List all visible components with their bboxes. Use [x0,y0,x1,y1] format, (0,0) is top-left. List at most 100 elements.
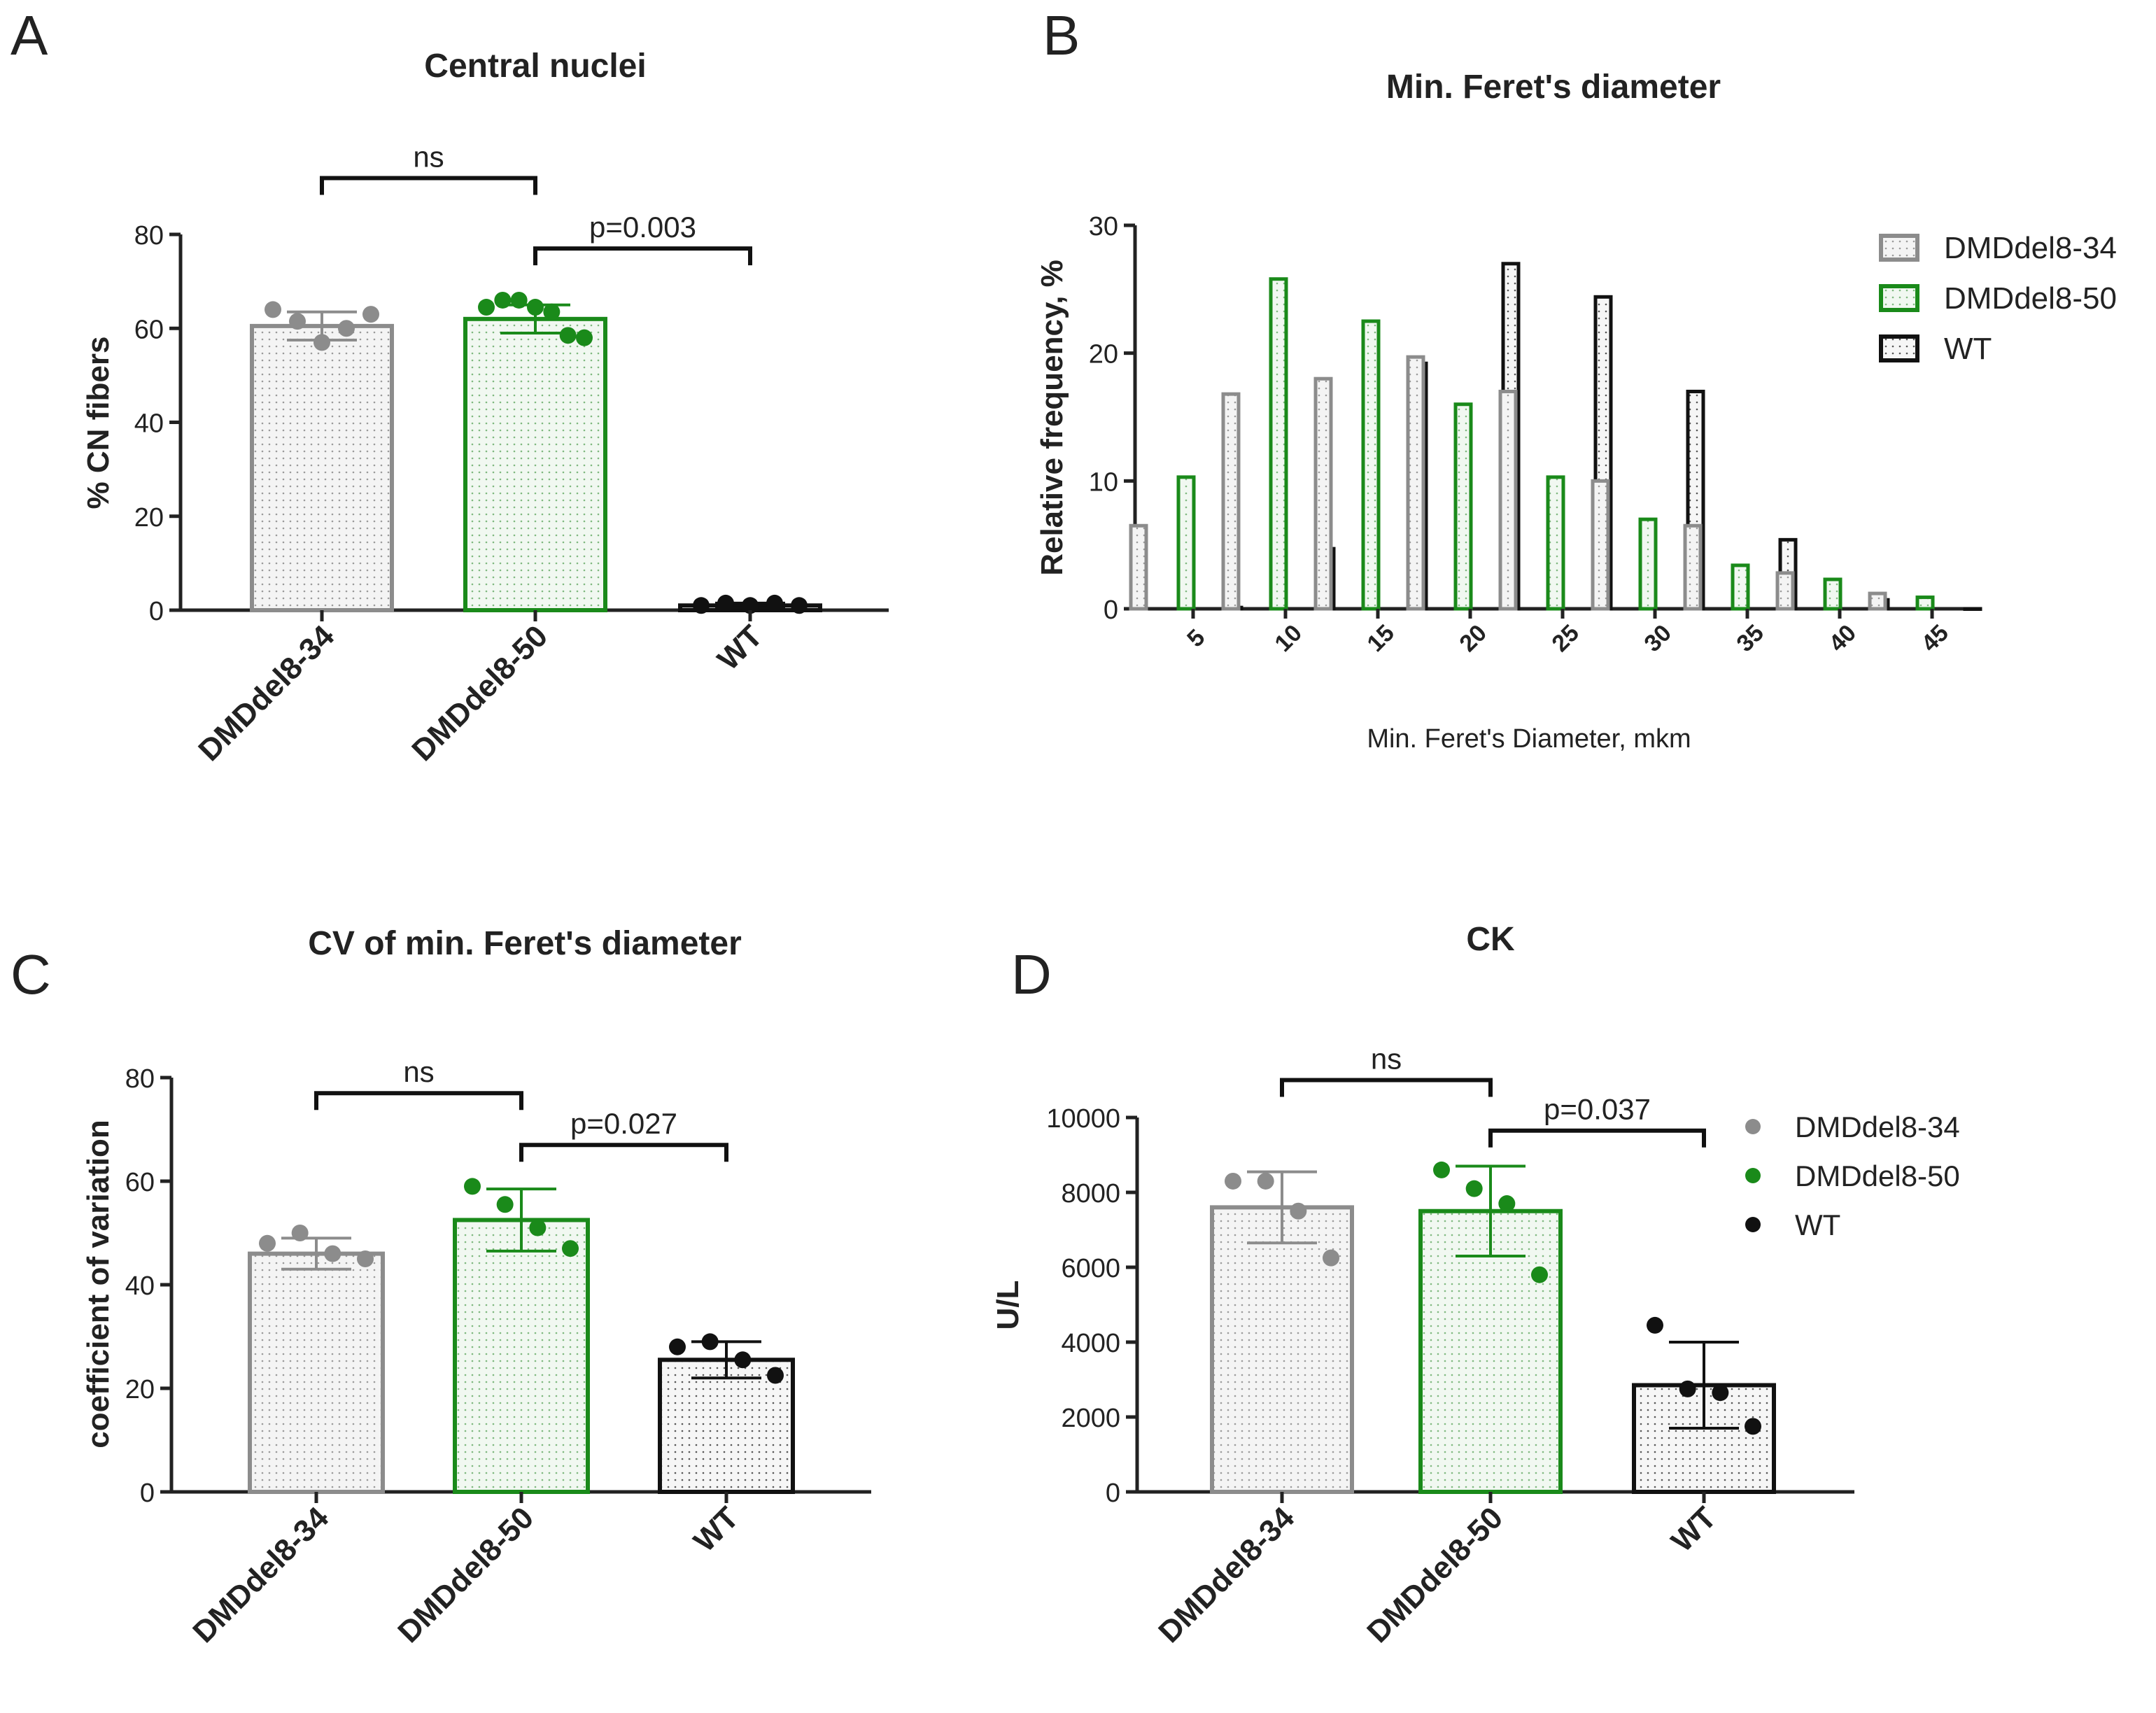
panel-d-data-point [1647,1316,1663,1334]
panel-b-y-tick-label: 10 [1089,467,1118,497]
panel-d-bar [1418,1208,1563,1494]
panel-b-x-tick-label: 40 [1824,619,1861,657]
panel-b-x-tick-label: 25 [1546,619,1584,657]
panel-c-comparison-label: ns [403,1055,434,1088]
panel-d-legend-label: DMDdel8-50 [1795,1159,1960,1192]
panel-b-bar [1406,355,1425,611]
panel-b-bar [1361,319,1381,611]
panel-c-data-point [767,1367,784,1384]
panel-d-y-tick-label: 4000 [1061,1329,1120,1358]
panel-d-x-tick-label: WT [1665,1500,1723,1558]
panel-b-bar [1915,595,1935,611]
panel-d-x-tick-label: DMDdel8-34 [1152,1500,1301,1649]
panel-d-data-point [1225,1172,1241,1190]
panel-a-y-tick-label: 60 [134,315,164,344]
panel-b-bar [1731,563,1750,611]
panel-b-x-tick-label: 20 [1454,619,1492,657]
panel-b-plot: 0 10 20 30 5 10 15 20 25 30 35 40 45 [1089,212,1982,657]
panel-d-ylabel: U/L [991,1281,1025,1330]
panel-d-data-point [1679,1380,1696,1397]
panel-d-data-point [1290,1202,1307,1220]
panel-d-comparison-bracket [1280,1078,1493,1097]
panel-a-ylabel: % CN fibers [81,337,115,509]
panel-b-legend-swatch [1879,334,1919,362]
panel-b-x-tick-label: 5 [1182,624,1210,652]
panel-b-x-tick-label: 45 [1916,619,1954,657]
panel-b-bar [1129,523,1148,611]
panel-label-b: B [1043,4,1080,66]
panel-d-legend-marker [1745,1168,1761,1183]
panel-b-legend-swatch [1879,234,1919,262]
panel-b-bar [1221,392,1241,611]
panel-a-data-point [543,303,561,320]
panel-a-data-point [766,594,783,612]
panel-c-data-point [357,1250,374,1267]
panel-c-title: CV of min. Feret's diameter [308,925,742,962]
panel-a-data-point [693,597,710,614]
panel-c-y-tick-label: 40 [125,1271,155,1301]
panel-c-data-point [291,1225,309,1241]
panel-label-c: C [10,943,51,1006]
panel-b-legend-label: DMDdel8-50 [1944,281,2117,316]
panel-b-bar [1775,571,1795,611]
panel-c-ylabel: coefficient of variation [81,1120,115,1448]
panel-b-x-tick-label: 15 [1362,619,1400,657]
panel-b-bar [1868,591,1887,611]
panel-a-x-tick-label: WT [711,619,769,677]
panel-c-comparison-bracket [314,1091,523,1111]
panel-a-comparison-label: p=0.003 [589,211,696,244]
panel-b-bar [1313,376,1333,611]
panel-d-data-point [1712,1384,1729,1402]
panel-a-data-point [289,313,306,330]
panel-d-data-point [1257,1172,1274,1190]
panel-a-data-point [559,327,577,344]
panel-b-bar [1546,475,1565,611]
panel-b-bar [1823,577,1843,611]
panel-c-data-point [529,1219,547,1236]
panel-c: CV of min. Feret's diameter coefficient … [81,925,871,1649]
panel-a-y-tick-label: 40 [134,409,164,439]
panel-a-data-point [576,329,593,346]
panel-a-comparison-bracket [320,176,537,195]
panel-b-bar [1453,402,1473,611]
panel-a-data-point [362,306,379,323]
panel-c-data-point [259,1234,276,1252]
panel-c-y-tick-label: 80 [125,1064,155,1094]
panel-c-data-point [464,1178,481,1195]
panel-a-bar [250,323,394,612]
panel-c-bar [248,1251,385,1494]
panel-d-x-tick-label: DMDdel8-50 [1360,1500,1509,1649]
panel-b-bar [1638,517,1658,611]
panel-d-data-point [1498,1195,1516,1213]
panel-d-legend-label: DMDdel8-34 [1795,1111,1960,1143]
panel-b-bar [1176,475,1196,611]
panel-b-legend-swatch [1879,284,1919,312]
panel-d-plot: 0 2000 4000 6000 8000 10000 DMDdel8-34 DMDdel8-… [1046,1043,1854,1649]
panel-a-data-point [510,291,528,309]
panel-c-comparison-label: p=0.027 [570,1107,677,1140]
panel-b-x-tick-label: 10 [1269,619,1307,657]
panel-c-data-point [734,1351,752,1369]
panel-label-d: D [1011,943,1052,1006]
panel-d-data-point [1745,1418,1761,1435]
panel-c-data-point [701,1333,719,1351]
panel-b-x-tick-label: 35 [1731,619,1769,657]
panel-b-legend: DMDdel8-34 DMDdel8-50 WT [1879,231,2117,366]
panel-c-data-point [669,1338,686,1355]
panel-a-data-point [527,299,544,316]
panel-b-y-tick-label: 20 [1089,340,1118,369]
panel-b-ylabel: Relative frequency, % [1035,260,1069,576]
panel-label-a: A [10,4,48,66]
panel-b-legend-label: WT [1944,332,1992,366]
panel-c-x-tick-label: WT [687,1500,745,1558]
panel-b-bar [1269,277,1288,611]
panel-d-data-point [1531,1266,1548,1283]
panel-b-y-tick-label: 0 [1104,595,1118,625]
panel-d-data-point [1323,1249,1339,1267]
panel-c-y-tick-label: 20 [125,1375,155,1404]
panel-b-y-tick-label: 30 [1089,212,1118,241]
panel-a-plot: 0 20 40 60 80 DMDdel8-34 DMDdel8-50 WT ns p=0.003 [134,140,889,768]
panel-a-y-tick-label: 80 [134,221,164,251]
panel-c-y-tick-label: 60 [125,1168,155,1197]
